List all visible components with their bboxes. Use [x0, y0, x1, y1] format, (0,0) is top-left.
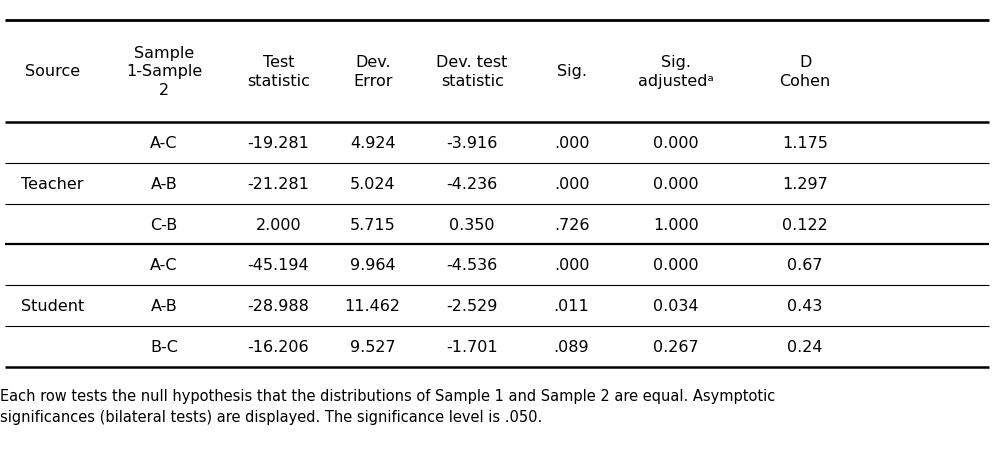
Text: 0.000: 0.000: [653, 176, 699, 191]
Text: .000: .000: [554, 176, 589, 191]
Text: -3.916: -3.916: [446, 136, 498, 150]
Text: .011: .011: [554, 299, 589, 313]
Text: A-B: A-B: [151, 299, 177, 313]
Text: Test
statistic: Test statistic: [247, 55, 310, 88]
Text: Teacher: Teacher: [21, 176, 83, 191]
Text: A-C: A-C: [150, 136, 178, 150]
Text: A-B: A-B: [151, 176, 177, 191]
Text: .000: .000: [554, 136, 589, 150]
Text: .726: .726: [554, 217, 589, 232]
Text: .000: .000: [554, 258, 589, 273]
Text: Source: Source: [25, 64, 80, 79]
Text: -4.536: -4.536: [446, 258, 498, 273]
Text: 1.175: 1.175: [782, 136, 828, 150]
Text: .089: .089: [554, 339, 589, 354]
Text: -2.529: -2.529: [446, 299, 498, 313]
Text: 0.43: 0.43: [787, 299, 823, 313]
Text: 0.034: 0.034: [653, 299, 699, 313]
Text: 0.24: 0.24: [787, 339, 823, 354]
Text: 0.350: 0.350: [449, 217, 495, 232]
Text: B-C: B-C: [150, 339, 178, 354]
Text: Sample
1-Sample
2: Sample 1-Sample 2: [126, 46, 202, 98]
Text: 0.000: 0.000: [653, 136, 699, 150]
Text: -45.194: -45.194: [248, 258, 309, 273]
Text: 0.267: 0.267: [653, 339, 699, 354]
Text: Sig.
adjustedᵃ: Sig. adjustedᵃ: [638, 55, 714, 88]
Text: 0.000: 0.000: [653, 258, 699, 273]
Text: Student: Student: [21, 299, 83, 313]
Text: Each row tests the null hypothesis that the distributions of Sample 1 and Sample: Each row tests the null hypothesis that …: [0, 388, 775, 424]
Text: 5.715: 5.715: [350, 217, 396, 232]
Text: -4.236: -4.236: [446, 176, 498, 191]
Text: Dev. test
statistic: Dev. test statistic: [436, 55, 508, 88]
Text: D
Cohen: D Cohen: [779, 55, 831, 88]
Text: 0.122: 0.122: [782, 217, 828, 232]
Text: -19.281: -19.281: [248, 136, 309, 150]
Text: -16.206: -16.206: [248, 339, 309, 354]
Text: -21.281: -21.281: [248, 176, 309, 191]
Text: 2.000: 2.000: [255, 217, 301, 232]
Text: 0.67: 0.67: [787, 258, 823, 273]
Text: 9.964: 9.964: [350, 258, 396, 273]
Text: Sig.: Sig.: [557, 64, 586, 79]
Text: 5.024: 5.024: [350, 176, 396, 191]
Text: A-C: A-C: [150, 258, 178, 273]
Text: -28.988: -28.988: [248, 299, 309, 313]
Text: 11.462: 11.462: [345, 299, 401, 313]
Text: C-B: C-B: [150, 217, 178, 232]
Text: Dev.
Error: Dev. Error: [353, 55, 393, 88]
Text: 9.527: 9.527: [350, 339, 396, 354]
Text: -1.701: -1.701: [446, 339, 498, 354]
Text: 1.000: 1.000: [653, 217, 699, 232]
Text: 4.924: 4.924: [350, 136, 396, 150]
Text: 1.297: 1.297: [782, 176, 828, 191]
